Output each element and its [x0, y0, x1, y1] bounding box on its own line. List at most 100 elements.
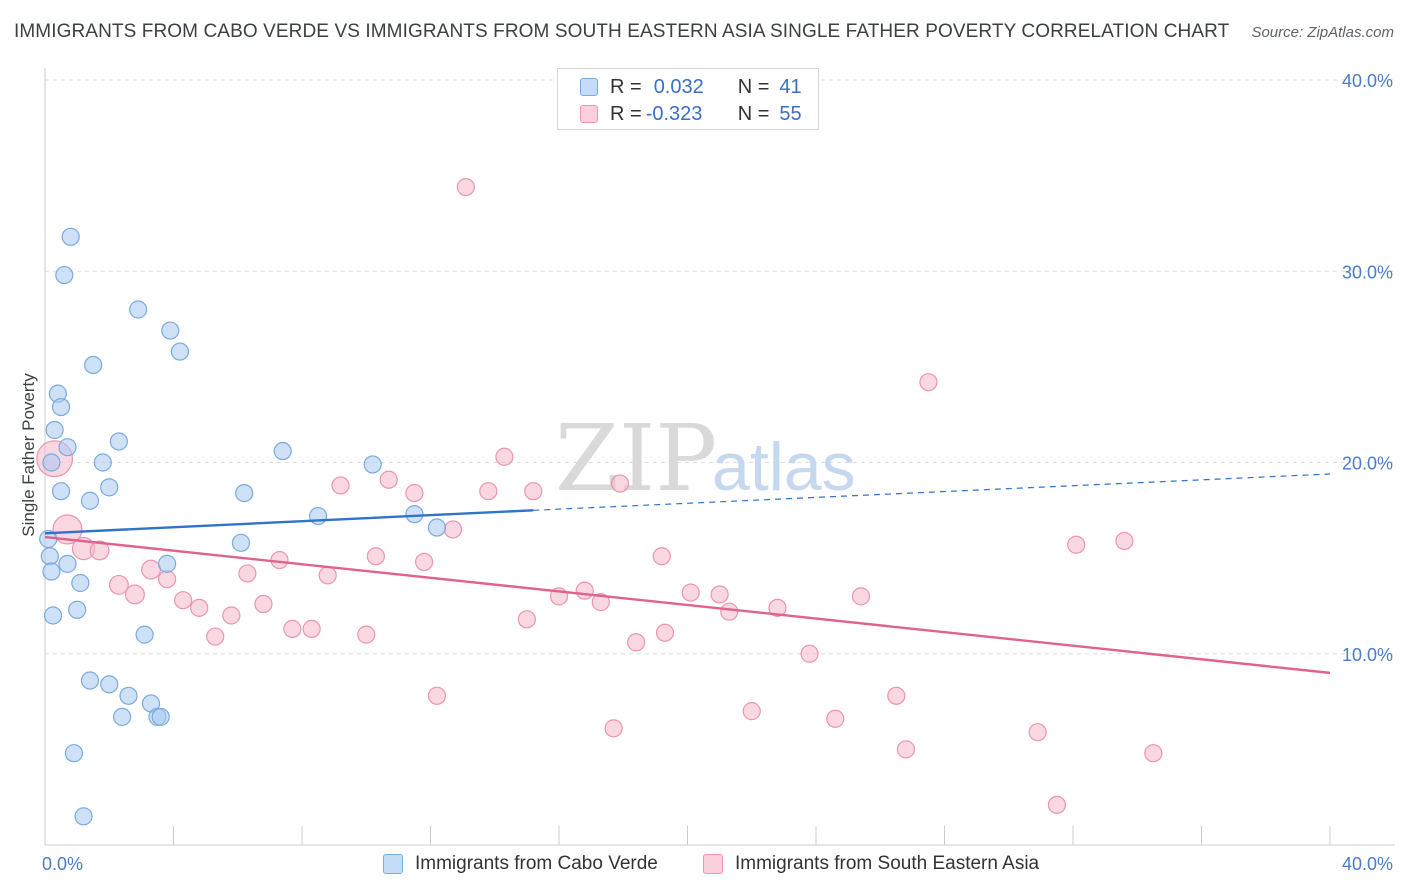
point-se-asia	[887, 686, 906, 705]
point-se-asia	[720, 602, 739, 621]
point-cabo-verde	[42, 562, 61, 581]
point-cabo-verde	[231, 533, 251, 552]
point-se-asia	[405, 484, 424, 503]
point-se-asia	[681, 583, 700, 602]
point-cabo-verde	[405, 505, 424, 524]
point-cabo-verde	[43, 606, 63, 625]
point-cabo-verde	[80, 491, 100, 510]
point-se-asia	[800, 644, 819, 663]
series-name-se-asia: Immigrants from South Eastern Asia	[735, 853, 1040, 874]
point-se-asia	[517, 610, 536, 629]
source-credit: Source: ZipAtlas.com	[1251, 24, 1394, 41]
point-cabo-verde	[51, 482, 71, 501]
point-se-asia	[479, 482, 498, 501]
point-cabo-verde	[71, 573, 90, 593]
point-se-asia	[174, 591, 193, 610]
point-cabo-verde	[40, 547, 59, 566]
point-se-asia	[238, 564, 257, 583]
point-se-asia	[283, 619, 302, 638]
trend-line-cabo-verde	[44, 509, 534, 535]
correlation-legend: R = 0.032 N = 41 R = -0.323 N = 55	[557, 68, 819, 130]
point-se-asia	[52, 514, 83, 545]
point-cabo-verde	[308, 506, 328, 526]
x-tick-label: 40.0%	[1342, 854, 1393, 874]
point-se-asia	[414, 552, 434, 572]
point-cabo-verde	[157, 554, 177, 573]
point-cabo-verde	[161, 321, 180, 340]
point-cabo-verde	[112, 707, 132, 726]
point-se-asia	[456, 178, 475, 197]
point-se-asia	[768, 598, 787, 617]
point-se-asia	[896, 740, 916, 759]
point-cabo-verde	[61, 227, 80, 246]
point-se-asia	[495, 447, 514, 466]
point-se-asia	[331, 476, 350, 495]
y-tick-label: 20.0%	[1342, 454, 1393, 474]
point-se-asia	[851, 587, 871, 606]
legend-row-cabo-verde: R = 0.032 N = 41	[580, 74, 802, 100]
point-se-asia	[524, 482, 543, 501]
legend-swatch-pink	[580, 105, 598, 123]
point-cabo-verde	[64, 744, 84, 763]
series-swatch-pink	[703, 854, 723, 874]
point-se-asia	[1115, 531, 1134, 551]
point-cabo-verde	[55, 265, 74, 285]
point-cabo-verde	[129, 300, 148, 319]
legend-n-value: 55	[779, 102, 802, 125]
point-se-asia	[427, 686, 447, 705]
legend-r-label: R =	[610, 75, 642, 98]
point-se-asia	[1047, 795, 1067, 814]
chart-title: IMMIGRANTS FROM CABO VERDE VS IMMIGRANTS…	[14, 21, 1230, 42]
point-se-asia	[254, 594, 273, 614]
point-cabo-verde	[58, 554, 77, 573]
point-cabo-verde	[58, 438, 77, 457]
legend-n-label: N =	[737, 75, 770, 98]
point-cabo-verde	[235, 484, 254, 503]
point-se-asia	[89, 540, 110, 561]
legend-swatch-blue	[580, 78, 598, 96]
point-se-asia	[919, 373, 938, 392]
point-se-asia	[1067, 535, 1086, 554]
series-legend-cabo-verde: Immigrants from Cabo Verde	[383, 851, 658, 877]
point-se-asia	[826, 709, 845, 728]
legend-r-label: R =	[610, 102, 642, 125]
point-se-asia	[366, 547, 385, 566]
point-se-asia	[604, 719, 623, 738]
legend-n-label: N =	[737, 102, 770, 125]
point-cabo-verde	[45, 420, 64, 440]
y-tick-label: 10.0%	[1342, 645, 1393, 665]
series-swatch-blue	[383, 854, 403, 874]
point-cabo-verde	[273, 441, 292, 461]
point-cabo-verde	[80, 671, 100, 690]
watermark: ZIP atlas	[555, 405, 856, 512]
y-tick-label: 30.0%	[1342, 262, 1393, 282]
point-se-asia	[610, 474, 630, 493]
watermark-zip: ZIP	[555, 405, 717, 512]
point-se-asia	[302, 619, 321, 638]
data-points	[36, 178, 1163, 826]
legend-r-value: 0.032	[653, 75, 704, 98]
point-se-asia	[652, 547, 671, 566]
point-se-asia	[575, 581, 594, 600]
trend-line-se-asia	[44, 535, 1331, 675]
point-se-asia	[655, 623, 675, 642]
legend-r-value: -0.323	[645, 102, 703, 125]
point-cabo-verde	[427, 518, 447, 537]
point-se-asia	[591, 593, 610, 612]
point-se-asia	[742, 702, 761, 721]
point-cabo-verde	[93, 453, 112, 472]
point-se-asia	[443, 520, 463, 539]
point-cabo-verde	[119, 686, 138, 705]
point-se-asia	[157, 570, 177, 589]
trend-line-cabo-verde-extension	[533, 473, 1331, 511]
point-cabo-verde	[42, 453, 61, 472]
point-se-asia	[206, 627, 225, 646]
point-cabo-verde	[68, 600, 87, 619]
point-cabo-verde	[74, 807, 93, 826]
watermark-atlas: atlas	[712, 429, 856, 505]
point-cabo-verde	[100, 675, 119, 694]
point-cabo-verde	[100, 478, 119, 497]
series-legend-se-asia: Immigrants from South Eastern Asia	[703, 851, 1039, 877]
point-se-asia	[379, 470, 398, 489]
